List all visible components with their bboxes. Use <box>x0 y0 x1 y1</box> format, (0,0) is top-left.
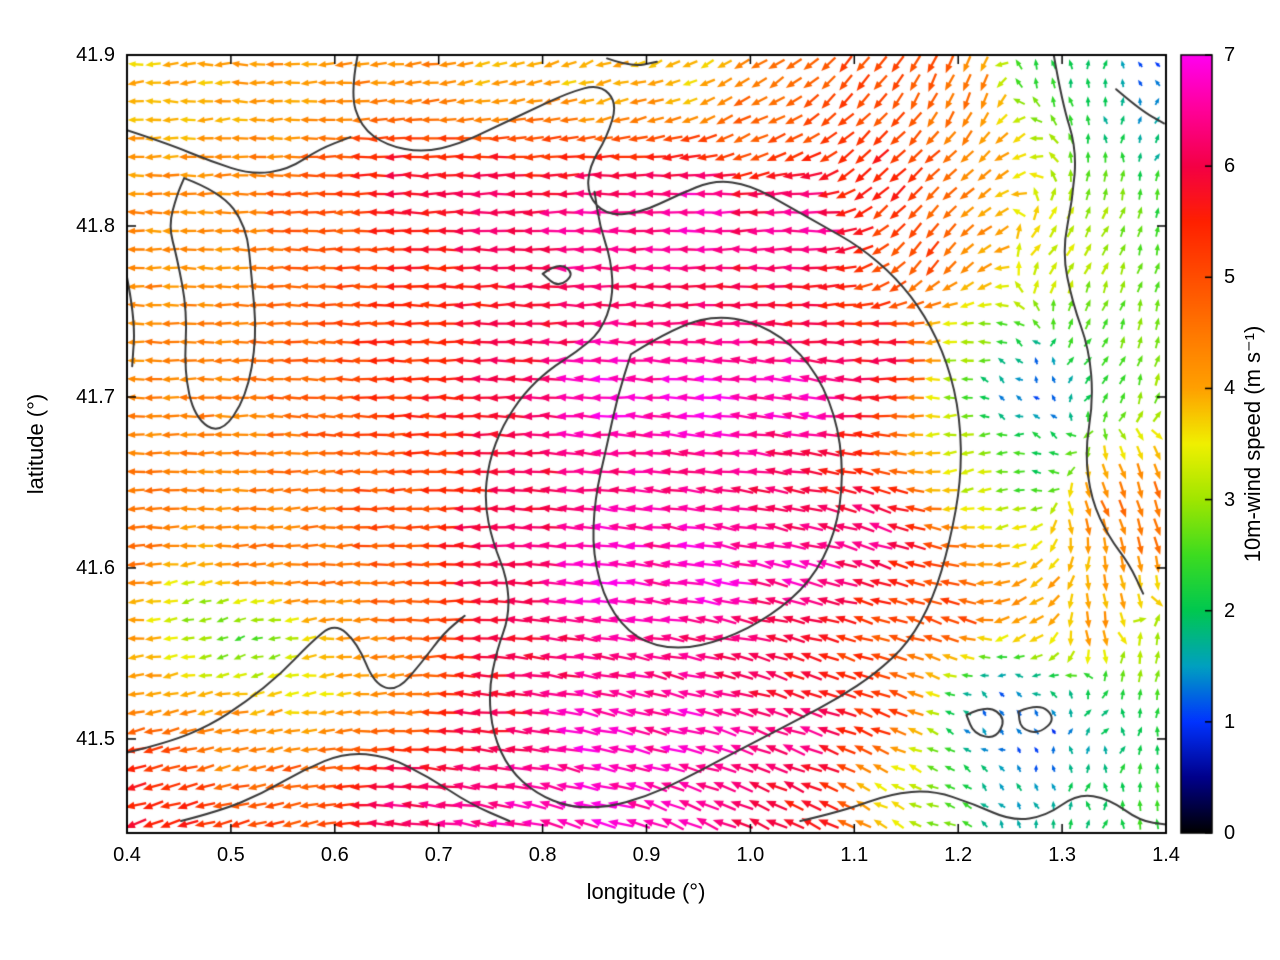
y-tick-label: 41.5 <box>76 727 115 750</box>
colorbar-tick-label: 5 <box>1224 266 1236 289</box>
x-tick-label: 0.4 <box>113 844 141 866</box>
x-tick-label: 1.0 <box>736 844 765 866</box>
y-tick-label: 41.7 <box>76 385 115 408</box>
x-axis-label: longitude (°) <box>586 879 706 904</box>
x-tick-label: 1.4 <box>1152 844 1180 866</box>
colorbar-tick-label: 7 <box>1224 44 1236 66</box>
x-tick-label: 1.1 <box>840 844 869 866</box>
y-tick-label: 41.6 <box>76 556 115 579</box>
colorbar-tick-label: 4 <box>1224 377 1236 400</box>
x-tick-label: 0.9 <box>632 844 661 866</box>
colorbar-tick-label: 3 <box>1224 488 1236 511</box>
colorbar-tick-label: 0 <box>1224 822 1236 844</box>
colorbar-label: 10m-wind speed (m s⁻¹) <box>1240 325 1265 563</box>
colorbar-tick-label: 2 <box>1224 599 1236 622</box>
x-tick-label: 0.6 <box>320 844 349 866</box>
x-tick-label: 0.7 <box>424 844 453 866</box>
x-tick-label: 1.2 <box>944 844 973 866</box>
x-tick-label: 0.8 <box>528 844 557 866</box>
x-tick-label: 1.3 <box>1048 844 1076 866</box>
y-tick-label: 41.8 <box>76 214 115 237</box>
colorbar-tick-label: 6 <box>1224 155 1236 178</box>
colorbar-tick-label: 1 <box>1224 710 1236 733</box>
y-axis-label: latitude (°) <box>23 393 48 495</box>
y-tick-label: 41.9 <box>76 44 115 66</box>
x-tick-label: 0.5 <box>216 844 245 866</box>
